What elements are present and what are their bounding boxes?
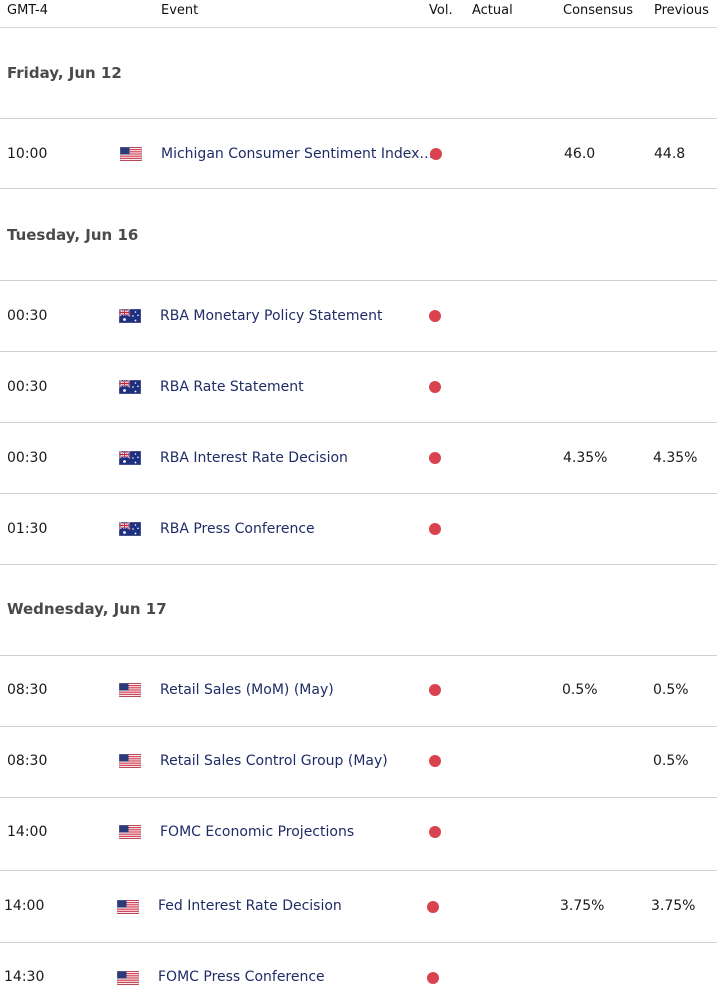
au-flag-icon	[119, 451, 141, 465]
event-name[interactable]: Fed Interest Rate Decision	[158, 898, 342, 914]
us-flag-icon	[117, 971, 139, 985]
event-time: 00:30	[7, 308, 48, 324]
timezone-header[interactable]: GMT-4	[7, 3, 48, 18]
day-label: Wednesday, Jun 17	[7, 600, 167, 618]
previous-value: 3.75%	[651, 898, 696, 914]
high-volatility-icon	[429, 523, 441, 535]
consensus-value: 4.35%	[563, 450, 608, 466]
event-time: 00:30	[7, 450, 48, 466]
us-flag-icon	[120, 147, 142, 161]
previous-column-header: Previous	[654, 3, 709, 18]
consensus-value: 3.75%	[560, 898, 605, 914]
event-name[interactable]: Retail Sales Control Group (May)	[160, 753, 388, 769]
day-label: Tuesday, Jun 16	[7, 226, 139, 244]
high-volatility-icon	[429, 684, 441, 696]
high-volatility-icon	[429, 452, 441, 464]
previous-value: 44.8	[654, 146, 686, 162]
event-name[interactable]: RBA Press Conference	[160, 521, 315, 537]
event-name[interactable]: Retail Sales (MoM) (May)	[160, 682, 334, 698]
event-row[interactable]: 08:30 Retail Sales (MoM) (May) 0.5% 0.5%	[0, 656, 717, 727]
event-row[interactable]: 01:30 RBA Press Conference	[0, 494, 717, 565]
previous-value: 0.5%	[653, 753, 689, 769]
event-time: 08:30	[7, 753, 48, 769]
event-time: 10:00	[7, 146, 48, 162]
us-flag-icon	[117, 900, 139, 914]
event-row[interactable]: 00:30 RBA Rate Statement	[0, 352, 717, 423]
au-flag-icon	[119, 522, 141, 536]
high-volatility-icon	[430, 148, 442, 160]
day-label: Friday, Jun 12	[7, 64, 122, 82]
day-group-header: Friday, Jun 12	[0, 28, 717, 119]
event-row[interactable]: 08:30 Retail Sales Control Group (May) 0…	[0, 727, 717, 798]
consensus-value: 46.0	[564, 146, 596, 162]
event-time: 14:00	[7, 824, 48, 840]
us-flag-icon	[119, 825, 141, 839]
event-name[interactable]: RBA Rate Statement	[160, 379, 304, 395]
event-time: 01:30	[7, 521, 48, 537]
event-name[interactable]: RBA Monetary Policy Statement	[160, 308, 383, 324]
event-time: 14:30	[4, 969, 45, 985]
event-row[interactable]: 14:00 Fed Interest Rate Decision 3.75% 3…	[0, 871, 717, 943]
high-volatility-icon	[429, 755, 441, 767]
high-volatility-icon	[427, 901, 439, 913]
event-row[interactable]: 00:30 RBA Monetary Policy Statement	[0, 281, 717, 352]
event-row[interactable]: 14:00 FOMC Economic Projections	[0, 798, 717, 871]
event-row[interactable]: 00:30 RBA Interest Rate Decision 4.35% 4…	[0, 423, 717, 494]
previous-value: 0.5%	[653, 682, 689, 698]
event-name[interactable]: Michigan Consumer Sentiment Index…	[161, 146, 434, 162]
event-column-header: Event	[161, 3, 199, 18]
us-flag-icon	[119, 754, 141, 768]
au-flag-icon	[119, 380, 141, 394]
event-row[interactable]: 14:30 FOMC Press Conference	[0, 943, 717, 1007]
event-name[interactable]: FOMC Economic Projections	[160, 824, 355, 840]
actual-column-header: Actual	[472, 3, 513, 18]
calendar-header: GMT-4 Event Vol. Actual Consensus Previo…	[0, 0, 717, 28]
us-flag-icon	[119, 683, 141, 697]
au-flag-icon	[119, 309, 141, 323]
day-group-header: Wednesday, Jun 17	[0, 565, 717, 656]
high-volatility-icon	[429, 310, 441, 322]
consensus-value: 0.5%	[562, 682, 598, 698]
event-time: 08:30	[7, 682, 48, 698]
previous-value: 4.35%	[653, 450, 698, 466]
event-time: 14:00	[4, 898, 45, 914]
day-group-header: Tuesday, Jun 16	[0, 189, 717, 281]
consensus-column-header: Consensus	[563, 3, 634, 18]
event-time: 00:30	[7, 379, 48, 395]
event-row[interactable]: 10:00 Michigan Consumer Sentiment Index……	[0, 119, 717, 189]
volatility-column-header: Vol.	[429, 3, 453, 18]
high-volatility-icon	[429, 381, 441, 393]
high-volatility-icon	[427, 972, 439, 984]
high-volatility-icon	[429, 826, 441, 838]
event-name[interactable]: RBA Interest Rate Decision	[160, 450, 348, 466]
event-name[interactable]: FOMC Press Conference	[158, 969, 325, 985]
